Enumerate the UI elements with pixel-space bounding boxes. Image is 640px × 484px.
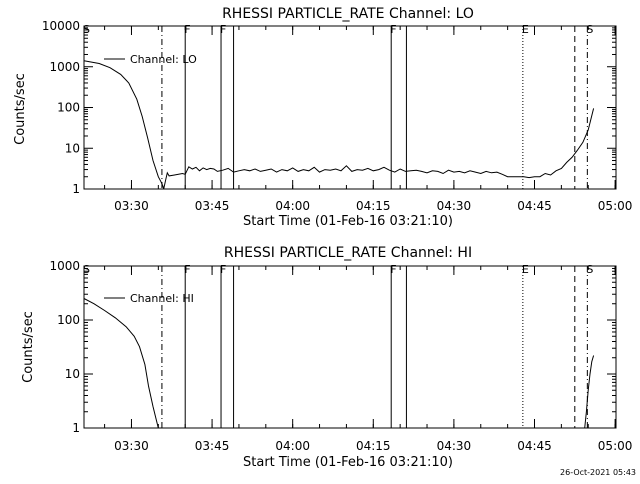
y-tick-label: 1 xyxy=(72,182,80,196)
x-tick-label: 04:15 xyxy=(356,199,391,213)
x-tick-label: 04:30 xyxy=(437,199,472,213)
event-marker-label: F xyxy=(220,23,226,36)
x-tick-label: 04:15 xyxy=(356,439,391,453)
y-tick-label: 1000 xyxy=(49,259,80,273)
x-tick-label: 03:45 xyxy=(195,439,230,453)
panel-lo-xlabel: Start Time (01-Feb-16 03:21:10) xyxy=(243,214,453,229)
footer-timestamp: 26-Oct-2021 05:43 xyxy=(560,468,636,477)
x-tick-label: 03:45 xyxy=(195,199,230,213)
x-tick-label: 05:00 xyxy=(598,199,633,213)
event-marker-label: F xyxy=(390,23,396,36)
y-tick-label: 1 xyxy=(72,421,80,435)
event-marker-label: S xyxy=(83,263,90,276)
panel-hi-plot: 1 10 100 1000 03:30 03:45 04:00 04:15 04:30 04:45… xyxy=(49,259,632,453)
panel-lo-plot: 1 10 100 1000 10000 03:30 03:45 04:00 04:15 04:30… xyxy=(42,19,633,213)
x-tick-label: 04:45 xyxy=(517,439,552,453)
series-line-lo xyxy=(83,60,595,190)
x-tick-label: 04:00 xyxy=(275,439,310,453)
event-marker-label: F xyxy=(390,263,396,276)
panel-lo-title: RHESSI PARTICLE_RATE Channel: LO xyxy=(222,6,474,22)
panel-lo-legend-label: Channel: LO xyxy=(130,53,197,66)
series-line-hi xyxy=(584,355,595,429)
y-tick-label: 1000 xyxy=(49,60,80,74)
x-tick-label: 04:45 xyxy=(517,199,552,213)
panel-hi-frame xyxy=(83,265,617,429)
panel-hi-ylabel: Counts/sec xyxy=(21,311,36,383)
x-tick-label: 03:30 xyxy=(114,439,149,453)
event-marker-label: F xyxy=(220,263,226,276)
y-tick-label: 100 xyxy=(57,313,80,327)
x-tick-label: 04:00 xyxy=(275,199,310,213)
series-line-hi xyxy=(83,298,159,429)
y-tick-label: 10000 xyxy=(42,19,80,33)
panel-lo-frame xyxy=(83,25,617,190)
y-tick-label: 100 xyxy=(57,101,80,115)
panel-hi-legend-label: Channel: HI xyxy=(130,292,194,305)
event-marker-label: S xyxy=(83,23,90,36)
panel-hi-xlabel: Start Time (01-Feb-16 03:21:10) xyxy=(243,455,453,470)
event-marker-label: S xyxy=(586,23,593,36)
panel-hi-title: RHESSI PARTICLE_RATE Channel: HI xyxy=(224,245,472,261)
y-tick-label: 10 xyxy=(65,367,80,381)
x-tick-label: 04:30 xyxy=(437,439,472,453)
event-marker-label: E xyxy=(522,23,529,36)
x-tick-label: 05:00 xyxy=(598,439,633,453)
panel-lo-ylabel: Counts/sec xyxy=(13,73,28,145)
event-marker-label: S xyxy=(586,263,593,276)
event-marker-label: E xyxy=(522,263,529,276)
event-marker-label: F xyxy=(184,23,190,36)
event-marker-label: F xyxy=(184,263,190,276)
y-tick-label: 10 xyxy=(65,141,80,155)
x-tick-label: 03:30 xyxy=(114,199,149,213)
